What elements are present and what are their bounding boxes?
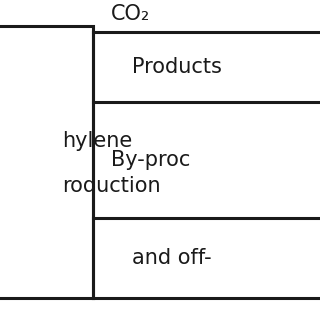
Text: Products: Products — [132, 57, 222, 77]
Bar — [0, 26, 93, 298]
Text: hylene: hylene — [63, 131, 133, 151]
Text: By-proc: By-proc — [111, 150, 191, 170]
Text: and off-: and off- — [132, 248, 212, 268]
Text: roduction: roduction — [63, 176, 161, 196]
Text: CO₂: CO₂ — [111, 4, 151, 24]
